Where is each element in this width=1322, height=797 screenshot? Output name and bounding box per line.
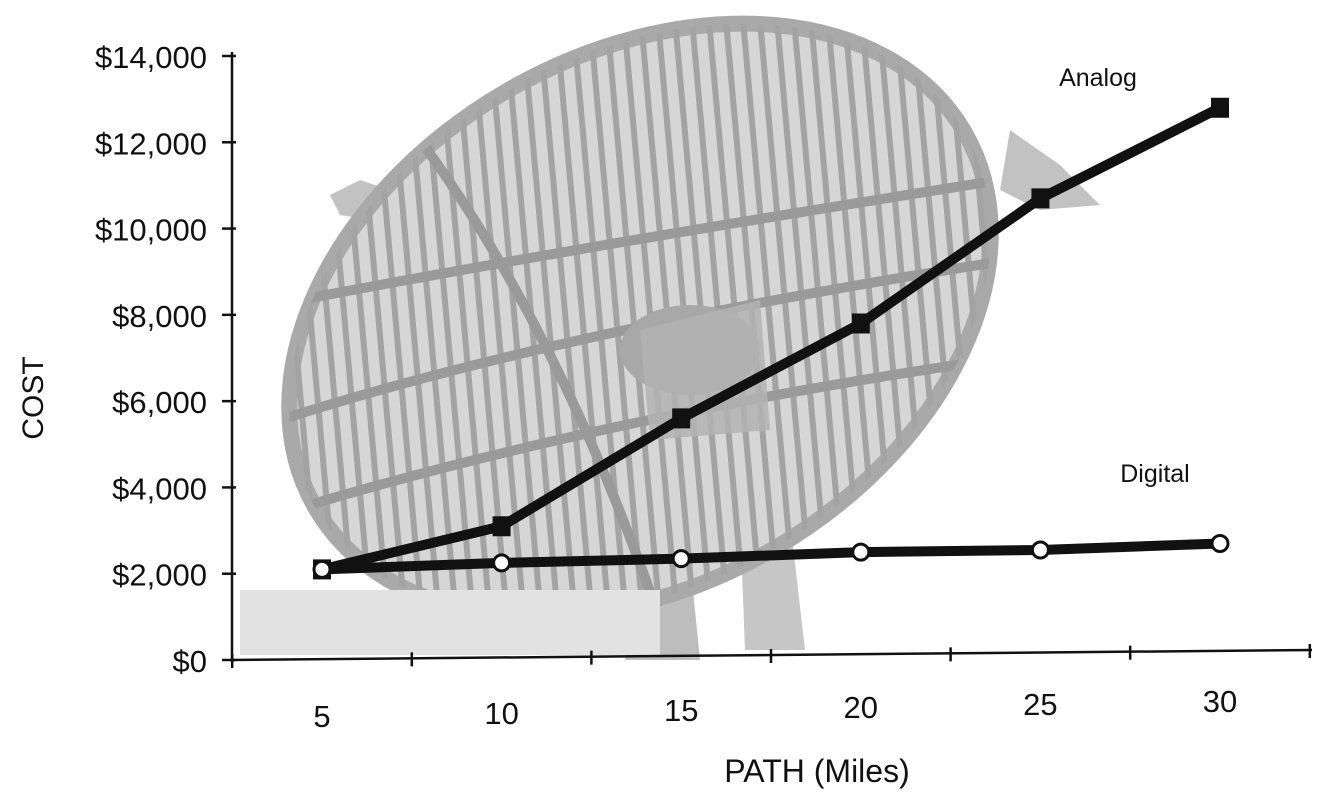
digital-point-marker — [671, 549, 691, 569]
series-label-digital: Digital — [1120, 460, 1189, 488]
x-tick-label: 25 — [1023, 687, 1057, 722]
x-tick-label: 20 — [844, 690, 878, 725]
y-tick-label: $12,000 — [95, 126, 207, 161]
digital-point-marker — [1030, 540, 1050, 560]
digital-point-marker — [492, 553, 512, 573]
x-tick-label: 5 — [313, 699, 330, 734]
analog-point-marker — [1211, 97, 1229, 118]
x-tick-label: 10 — [484, 696, 518, 731]
x-axis-title: PATH (Miles) — [724, 753, 909, 789]
digital-point-marker — [851, 542, 871, 562]
y-tick-label: $14,000 — [95, 40, 207, 75]
y-tick-label: $8,000 — [112, 299, 207, 334]
digital-point-marker — [312, 559, 332, 579]
x-axis-ticks: 5 10 15 20 25 30 — [230, 644, 1312, 734]
x-tick-label: 15 — [664, 693, 698, 728]
y-tick-label: $10,000 — [95, 213, 207, 248]
analog-point-marker — [1031, 188, 1050, 209]
analog-point-marker — [492, 516, 511, 537]
series-label-analog: Analog — [1059, 64, 1137, 92]
analog-point-marker — [672, 408, 691, 429]
y-tick-label: $4,000 — [112, 471, 207, 506]
series-line-analog — [317, 102, 1225, 575]
y-tick-label: $2,000 — [112, 558, 207, 593]
y-axis-title: COST — [17, 356, 50, 439]
series-line-digital — [317, 538, 1225, 575]
satellite-dish-illustration — [240, 15, 1100, 660]
y-tick-label: $0 — [173, 644, 207, 679]
x-tick-label: 30 — [1203, 684, 1237, 719]
analog-point-marker — [851, 313, 870, 334]
series-layer — [312, 97, 1230, 580]
y-axis-ticks: $0 $2,000 $4,000 $6,000 $8,000 $10,000 $12,000… — [95, 40, 236, 679]
digital-point-marker — [1210, 534, 1230, 554]
y-tick-label: $6,000 — [112, 385, 207, 420]
